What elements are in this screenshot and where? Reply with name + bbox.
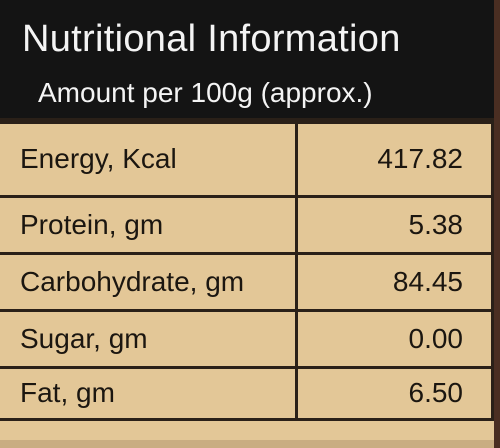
nutrient-label: Sugar, gm <box>0 308 298 367</box>
nutrition-header: Nutritional Information Amount per 100g … <box>0 0 500 118</box>
nutrient-value: 84.45 <box>296 251 494 310</box>
nutrition-row-sugar: Sugar, gm 0.00 <box>0 308 494 367</box>
nutrient-label: Carbohydrate, gm <box>0 251 298 310</box>
right-edge <box>494 0 500 448</box>
nutrient-label: Energy, Kcal <box>0 118 298 196</box>
nutrition-row-fat: Fat, gm 6.50 <box>0 365 494 421</box>
nutrition-row-energy: Energy, Kcal 417.82 <box>0 118 494 196</box>
nutrient-label: Protein, gm <box>0 194 298 253</box>
nutrient-value: 417.82 <box>296 118 494 196</box>
nutrient-value: 5.38 <box>296 194 494 253</box>
nutrient-value: 0.00 <box>296 308 494 367</box>
nutrition-table: Energy, Kcal 417.82 Protein, gm 5.38 Car… <box>0 118 494 421</box>
nutrition-subtitle: Amount per 100g (approx.) <box>38 77 373 108</box>
nutrient-label: Fat, gm <box>0 365 298 421</box>
nutrition-row-carbohydrate: Carbohydrate, gm 84.45 <box>0 251 494 310</box>
nutrition-title: Nutritional Information <box>22 18 401 60</box>
nutrition-row-protein: Protein, gm 5.38 <box>0 194 494 253</box>
nutrient-value: 6.50 <box>296 365 494 421</box>
bottom-edge <box>0 440 500 448</box>
